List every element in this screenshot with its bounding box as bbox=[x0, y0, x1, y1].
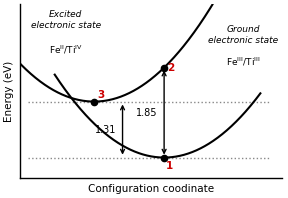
Text: 1.31: 1.31 bbox=[94, 125, 116, 135]
Text: Fe$^{\rm II}$/Ti$^{\rm IV}$: Fe$^{\rm II}$/Ti$^{\rm IV}$ bbox=[49, 44, 83, 56]
Text: 3: 3 bbox=[98, 90, 105, 100]
Text: Ground
electronic state: Ground electronic state bbox=[208, 25, 278, 45]
Text: Fe$^{\rm III}$/Ti$^{\rm III}$: Fe$^{\rm III}$/Ti$^{\rm III}$ bbox=[226, 56, 260, 68]
Text: 2: 2 bbox=[168, 63, 175, 73]
Text: Excited
electronic state: Excited electronic state bbox=[31, 10, 101, 30]
Text: 1: 1 bbox=[166, 161, 174, 171]
Text: 1.85: 1.85 bbox=[136, 108, 158, 118]
Y-axis label: Energy (eV): Energy (eV) bbox=[4, 61, 14, 122]
X-axis label: Configuration coodinate: Configuration coodinate bbox=[88, 184, 214, 194]
